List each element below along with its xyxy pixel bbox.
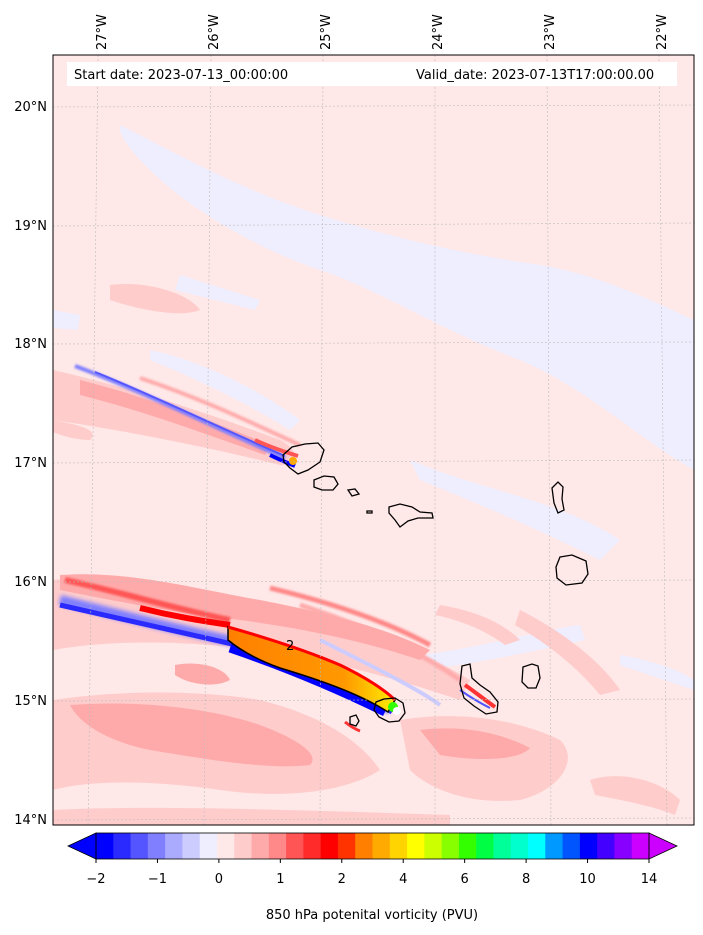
colorbar-cell (631, 833, 650, 859)
colorbar-cell (216, 833, 235, 859)
lat-label: 17°N (14, 456, 47, 471)
negative-pv-regions (53, 125, 694, 690)
colorbar-cell (303, 833, 322, 859)
lon-label: 22°W (655, 14, 670, 50)
colorbar-cell (286, 833, 304, 859)
colorbar-tick-label: 8 (522, 872, 530, 887)
island-sao-nicolau (388, 503, 434, 528)
colorbar: −2 −1 0 1 2 4 6 8 10 14 850 hPa potenital vortici… (67, 832, 678, 923)
colorbar-tick-label: 14 (641, 872, 658, 887)
graticule (53, 55, 694, 825)
lat-label: 14°N (14, 813, 47, 828)
colorbar-tick-label: 10 (579, 872, 596, 887)
lon-label: 24°W (431, 14, 446, 50)
lon-label: 25°W (319, 14, 334, 50)
colorbar-cell (320, 833, 339, 859)
colorbar-cell (268, 833, 287, 859)
colorbar-cell (389, 833, 408, 859)
moderate-positive-regions (60, 380, 530, 767)
island-santa-luzia (346, 488, 361, 497)
colorbar-cell (96, 833, 114, 859)
island-maio (521, 663, 541, 689)
island-sao-vicente (313, 475, 339, 491)
colorbar-cell (545, 833, 564, 859)
lon-label: 26°W (207, 14, 222, 50)
island-fogo (373, 697, 406, 723)
colorbar-tick-label: 1 (276, 872, 284, 887)
valid-date-label: Valid_date: 2023-07-13T17:00:00.00 (416, 68, 654, 83)
colorbar-cell (510, 833, 529, 859)
colorbar-cells (96, 833, 650, 859)
island-brava (349, 714, 360, 727)
colorbar-tick-label: −2 (86, 872, 105, 887)
colorbar-tick-label: 6 (461, 872, 469, 887)
colorbar-cell (199, 833, 218, 859)
colorbar-cell (614, 833, 633, 859)
lat-label: 16°N (14, 575, 47, 590)
colorbar-cell (476, 833, 494, 859)
lat-label: 18°N (14, 337, 47, 352)
lat-label: 15°N (14, 694, 47, 709)
lon-axis: 27°W 26°W 25°W 24°W 23°W 22°W (95, 14, 670, 50)
island-raso (366, 510, 373, 514)
island-outlines (282, 442, 589, 727)
island-sal (551, 481, 565, 514)
colorbar-cell (165, 833, 183, 859)
colorbar-extend-min (67, 832, 97, 860)
lon-label: 27°W (95, 14, 110, 50)
colorbar-cell (372, 833, 391, 859)
colorbar-cell (407, 833, 425, 859)
lat-label: 19°N (14, 219, 47, 234)
island-santo-antao (282, 442, 325, 475)
island-boa-vista (555, 554, 589, 586)
colorbar-frame (95, 832, 650, 860)
colorbar-cell (528, 833, 546, 859)
start-date-label: Start date: 2023-07-13_00:00:00 (74, 68, 288, 83)
colorbar-tick-label: −1 (148, 872, 167, 887)
colorbar-cell (182, 833, 201, 859)
colorbar-cell (458, 833, 477, 859)
lat-axis: 20°N 19°N 18°N 17°N 16°N 15°N 14°N (14, 100, 47, 828)
colorbar-cell (424, 833, 443, 859)
island-santiago (459, 663, 499, 715)
colorbar-extend-max (648, 832, 678, 860)
colorbar-cell (597, 833, 615, 859)
colorbar-cell (579, 833, 598, 859)
colorbar-cell (234, 833, 253, 859)
colorbar-cell (355, 833, 373, 859)
contour-label: 2 (286, 639, 294, 654)
info-box (67, 62, 677, 86)
colorbar-ticks: −2 −1 0 1 2 4 6 8 10 14 (86, 859, 657, 887)
colorbar-cell (130, 833, 149, 859)
colorbar-cell (562, 833, 581, 859)
colorbar-cell (337, 833, 356, 859)
colorbar-tick-label: 0 (215, 872, 223, 887)
colorbar-cell (147, 833, 166, 859)
colorbar-label: 850 hPa potenital vorticity (PVU) (266, 908, 478, 923)
lon-label: 23°W (543, 14, 558, 50)
colorbar-tick-label: 4 (399, 872, 407, 887)
colorbar-cell (251, 833, 270, 859)
lat-label: 20°N (14, 100, 47, 115)
colorbar-tick-label: 2 (338, 872, 346, 887)
map-field: 2 Start date: 2023-07-13_00:00:00 Valid_… (53, 55, 694, 825)
colorbar-cell (441, 833, 460, 859)
colorbar-cell (493, 833, 512, 859)
colorbar-cell (113, 833, 132, 859)
map-border (52, 54, 695, 826)
